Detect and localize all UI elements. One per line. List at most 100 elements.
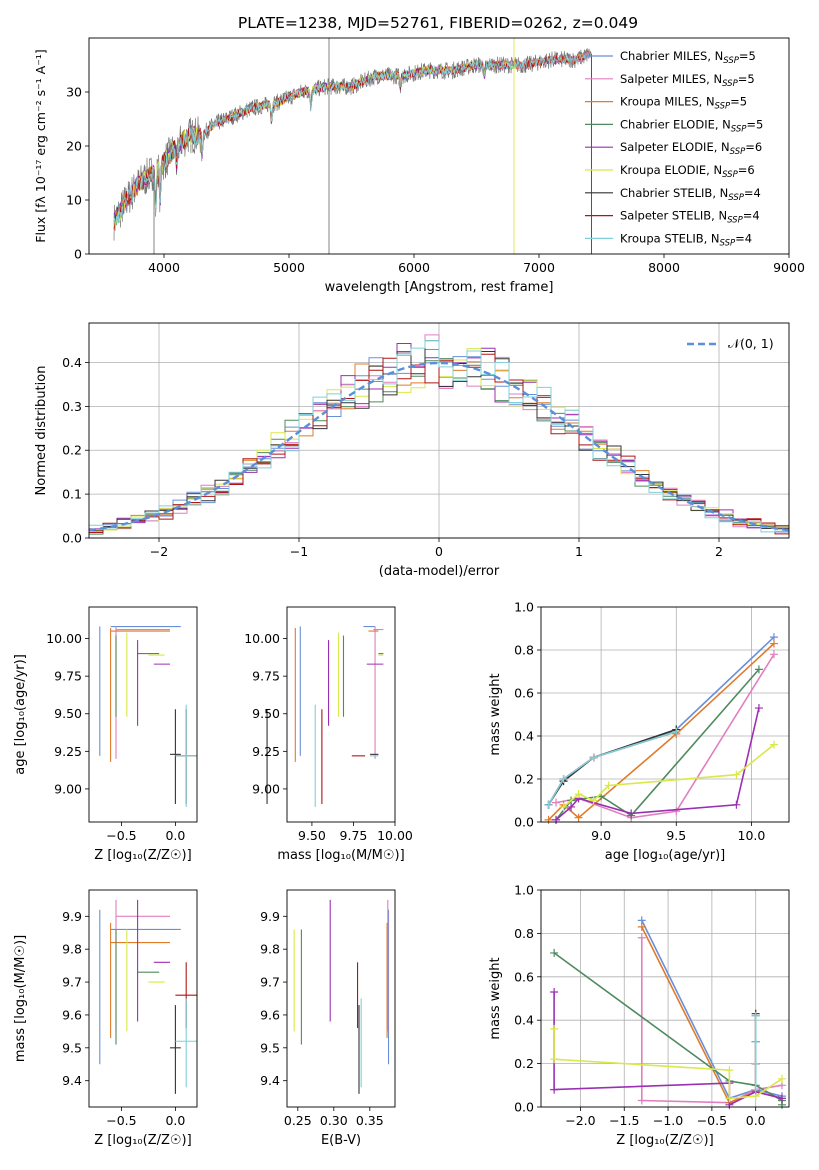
y-tick-label: 30 — [66, 85, 82, 100]
legend-value: =4 — [744, 186, 761, 200]
y-tick-label: 0.3 — [62, 399, 82, 414]
x-tick-label: 8000 — [648, 260, 680, 275]
y-tick-label: 1.0 — [514, 600, 534, 615]
legend-value: =6 — [745, 140, 762, 154]
x-tick-label: 9.75 — [340, 828, 368, 843]
x-tick-label: −1.0 — [653, 1113, 683, 1128]
axes-frame — [286, 889, 396, 1108]
weight-marker — [769, 740, 778, 749]
y-tick-label: 0.8 — [514, 643, 534, 658]
legend-subscript: SSP — [731, 124, 747, 134]
axes-frame — [286, 606, 396, 823]
x-tick-label: 2 — [715, 544, 723, 559]
y-tick-label: 0.0 — [514, 1100, 534, 1115]
legend-label: Kroupa STELIB, NSSP=4 — [620, 231, 752, 248]
x-tick-label: −0.5 — [697, 1113, 727, 1128]
data-layer — [88, 38, 790, 1109]
legend-subscript: SSP — [728, 193, 744, 203]
legend-label: 𝒩(0, 1) — [728, 336, 774, 351]
weight-marker — [589, 753, 598, 762]
y-tick-label: 0.0 — [62, 531, 82, 546]
axes-frame — [88, 322, 790, 539]
y-tick-label: 0.6 — [514, 969, 534, 984]
axes-layer — [85, 37, 790, 1111]
weight-marker — [574, 790, 583, 799]
x-axis-label: Z [log₁₀(Z/Z☉)] — [94, 1133, 191, 1148]
x-tick-label: −2.0 — [565, 1113, 595, 1128]
y-tick-label: 9.75 — [54, 669, 82, 684]
x-tick-label: −1 — [290, 544, 308, 559]
y-tick-label: 0.1 — [62, 487, 82, 502]
legend-subscript: SSP — [723, 56, 739, 66]
figure-title: PLATE=1238, MJD=52761, FIBERID=0262, z=0… — [238, 14, 638, 32]
weight-line — [547, 730, 677, 806]
y-tick-label: 0.4 — [62, 355, 82, 370]
y-tick-label: 0.6 — [514, 686, 534, 701]
y-axis-label: Normed distribution — [34, 366, 49, 496]
weight-marker — [637, 933, 646, 942]
y-axis-label: mass [log₁₀(M/M☉)] — [13, 935, 28, 1062]
weight-marker — [672, 807, 681, 816]
y-tick-label: 9.50 — [54, 706, 82, 721]
weight-marker — [777, 1074, 786, 1083]
y-tick-label: 9.25 — [252, 744, 280, 759]
x-tick-label: 1 — [575, 544, 583, 559]
y-tick-label: 9.7 — [260, 975, 280, 990]
y-tick-label: 9.00 — [252, 781, 280, 796]
legend-label: Salpeter STELIB, NSSP=4 — [620, 209, 760, 226]
weight-marker — [725, 1094, 734, 1103]
weight-marker — [544, 815, 553, 824]
y-tick-label: 1.0 — [514, 883, 534, 898]
y-axis-label: Flux [fλ 10⁻¹⁷ erg cm⁻² s⁻¹ A⁻¹] — [33, 49, 48, 242]
y-tick-label: 9.00 — [54, 781, 82, 796]
x-tick-label: 5000 — [273, 260, 305, 275]
x-tick-label: 9.0 — [591, 828, 611, 843]
x-axis-label: (data-model)/error — [379, 564, 500, 579]
legend-value: =5 — [746, 117, 763, 131]
weight-marker — [725, 1066, 734, 1075]
y-tick-label: 9.5 — [260, 1040, 280, 1055]
legend-subscript: SSP — [722, 79, 738, 89]
axes-frame — [88, 37, 790, 255]
weight-marker — [754, 704, 763, 713]
y-tick-label: 0.2 — [514, 772, 534, 787]
legend-value: =4 — [735, 231, 752, 245]
x-tick-label: 9.50 — [298, 828, 326, 843]
legend-label: Kroupa ELODIE, NSSP=6 — [620, 163, 755, 180]
y-tick-label: 0.4 — [514, 729, 534, 744]
weight-marker — [559, 802, 568, 811]
y-tick-label: 10.00 — [244, 631, 280, 646]
weight-marker — [751, 1037, 760, 1046]
y-tick-label: 10.00 — [46, 631, 82, 646]
weight-marker — [567, 802, 576, 811]
x-axis-label: Z [log₁₀(Z/Z☉)] — [94, 848, 191, 863]
y-axis-label: mass weight — [488, 957, 503, 1039]
x-tick-label: 0.30 — [320, 1113, 348, 1128]
x-axis-label: E(B-V) — [321, 1133, 361, 1148]
x-tick-label: −2 — [150, 544, 168, 559]
weight-line — [547, 728, 677, 806]
y-tick-label: 0.4 — [514, 1013, 534, 1028]
legend-subscript: SSP — [722, 170, 738, 180]
legend-subscript: SSP — [730, 147, 746, 157]
histogram-step — [89, 340, 789, 533]
x-tick-label: 6000 — [398, 260, 430, 275]
y-axis-label: mass weight — [488, 673, 503, 755]
x-tick-label: 0.0 — [746, 1113, 766, 1128]
y-tick-label: 0.2 — [62, 443, 82, 458]
y-tick-label: 9.6 — [260, 1007, 280, 1022]
weight-marker — [751, 1059, 760, 1068]
y-tick-label: 9.8 — [260, 942, 280, 957]
x-axis-label: age [log₁₀(age/yr)] — [605, 848, 726, 863]
weight-marker — [637, 922, 646, 931]
y-tick-label: 9.9 — [260, 909, 280, 924]
x-tick-label: −1.5 — [609, 1113, 639, 1128]
x-tick-label: 0.25 — [284, 1113, 312, 1128]
weight-marker — [550, 948, 559, 957]
weight-marker — [732, 800, 741, 809]
x-axis-label: wavelength [Angstrom, rest frame] — [325, 280, 554, 295]
x-tick-label: 9000 — [773, 260, 805, 275]
weight-marker — [751, 1011, 760, 1020]
weight-marker — [604, 781, 613, 790]
x-axis-label: Z [log₁₀(Z/Z☉)] — [616, 1133, 713, 1148]
